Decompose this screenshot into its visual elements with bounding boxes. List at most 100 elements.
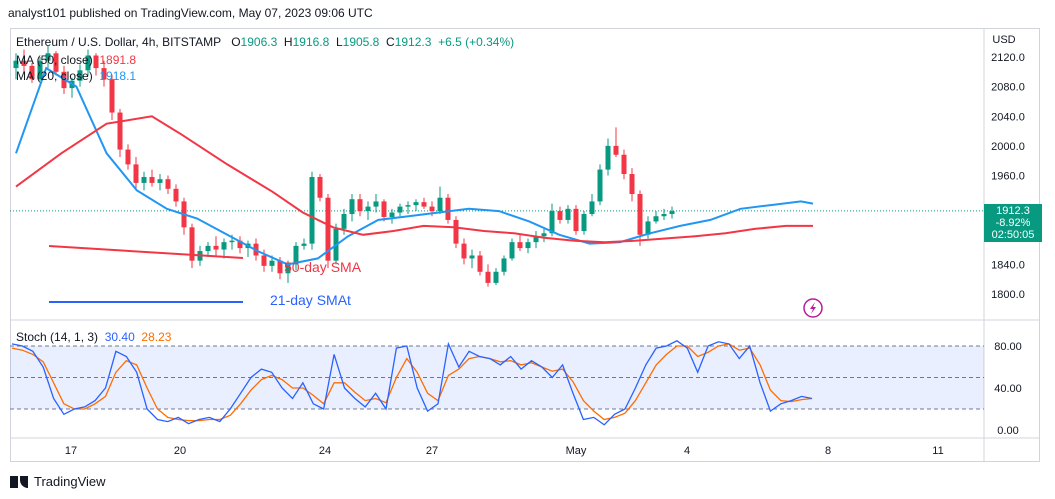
candle-2 — [29, 62, 35, 83]
candle-1 — [21, 49, 27, 72]
ma20-line — [15, 66, 814, 266]
time-tick-0: 17 — [65, 445, 77, 457]
candle-36 — [301, 238, 307, 250]
candle-16 — [141, 171, 147, 191]
price-tick-3: 2000.0 — [991, 141, 1025, 153]
candle-46 — [381, 199, 387, 222]
candle-58 — [477, 251, 483, 276]
ma50-value: 1891.8 — [99, 53, 137, 67]
ohlc-high: 1916.8 — [292, 35, 330, 49]
last-price-label: 1912.3 -8.92% 02:50:05 — [984, 204, 1042, 242]
chart-frame — [10, 28, 1040, 462]
candle-24 — [205, 242, 211, 257]
ma20-value: 1918.1 — [99, 69, 137, 83]
candle-68 — [557, 206, 563, 224]
candle-64 — [525, 238, 531, 254]
stoch-d-value: 28.23 — [141, 330, 172, 344]
candle-5 — [53, 51, 59, 76]
time-tick-3: 27 — [426, 445, 438, 457]
candle-29 — [245, 240, 251, 257]
stoch-band — [10, 346, 984, 409]
ma20-legend: MA (20, close) 1918.1 — [16, 69, 137, 83]
time-tick-4: May — [566, 445, 587, 457]
ma50-annotation-line — [48, 245, 244, 259]
candle-50 — [413, 199, 419, 212]
stoch-k-line — [11, 340, 813, 426]
candle-70 — [573, 205, 579, 235]
candle-51 — [421, 197, 427, 209]
price-tick-6: 1800.0 — [991, 289, 1025, 301]
candle-15 — [133, 156, 139, 191]
candle-19 — [165, 175, 171, 195]
candle-80 — [653, 211, 659, 224]
candle-45 — [373, 194, 379, 213]
candle-20 — [173, 184, 179, 207]
candle-77 — [629, 168, 635, 202]
candle-22 — [189, 223, 195, 269]
time-tick-2: 24 — [319, 445, 331, 457]
stoch-tick-0: 80.00 — [994, 341, 1022, 353]
candle-14 — [125, 144, 131, 170]
candle-53 — [437, 186, 443, 215]
candle-82 — [669, 206, 675, 219]
candle-8 — [77, 64, 83, 87]
candle-69 — [565, 205, 571, 224]
candle-9 — [85, 49, 91, 76]
candle-42 — [349, 194, 355, 222]
publisher-header: analyst101 published on TradingView.com,… — [8, 6, 373, 20]
ohlc-open: 1906.3 — [240, 35, 278, 49]
stoch-tick-2: 0.00 — [997, 425, 1018, 437]
ma50-legend: MA (50, close) 1891.8 — [16, 53, 137, 67]
candle-18 — [157, 174, 163, 191]
candle-71 — [581, 211, 587, 235]
price-tick-1: 2080.0 — [991, 82, 1025, 94]
candle-66 — [541, 228, 547, 243]
candle-57 — [469, 249, 475, 269]
ma50-annotation: 50-day SMA — [284, 259, 362, 275]
candle-65 — [533, 231, 539, 249]
candle-49 — [405, 201, 411, 215]
ma50-line — [15, 115, 813, 244]
candle-61 — [501, 255, 507, 276]
candle-38 — [317, 174, 323, 202]
candle-25 — [213, 236, 219, 256]
candle-37 — [309, 171, 315, 250]
flash-icon — [803, 298, 823, 318]
ohlc-close: 1912.3 — [394, 35, 432, 49]
stoch-legend: Stoch (14, 1, 3) 30.40 28.23 — [16, 330, 172, 344]
candle-60 — [493, 268, 499, 286]
tradingview-icon — [10, 475, 28, 488]
candle-55 — [453, 216, 459, 249]
tradingview-logo[interactable]: TradingView — [10, 474, 106, 489]
price-tick-0: 2120.0 — [991, 52, 1025, 64]
candle-26 — [221, 238, 227, 259]
ma21-annotation: 21-day SMAt — [270, 292, 351, 308]
price-tick-5: 1840.0 — [991, 259, 1025, 271]
candle-73 — [597, 164, 603, 206]
candle-62 — [509, 238, 515, 261]
candle-3 — [37, 57, 43, 81]
time-tick-6: 8 — [825, 445, 831, 457]
chart-title: Ethereum / U.S. Dollar, 4h, BITSTAMP — [16, 35, 222, 49]
candle-75 — [613, 127, 619, 157]
candle-21 — [181, 197, 187, 235]
candle-63 — [517, 234, 523, 252]
time-tick-7: 11 — [932, 445, 943, 457]
candle-10 — [93, 53, 99, 76]
stoch-k-value: 30.40 — [104, 330, 135, 344]
candle-76 — [621, 149, 627, 180]
price-tick-4: 1960.0 — [991, 171, 1025, 183]
candle-11 — [101, 60, 107, 87]
candle-81 — [661, 208, 667, 220]
currency-label: USD — [992, 34, 1015, 46]
price-tick-2: 2040.0 — [991, 111, 1025, 123]
candle-35 — [293, 242, 299, 271]
candle-4 — [45, 45, 51, 69]
stoch-tick-1: 40.00 — [994, 383, 1022, 395]
candle-17 — [149, 169, 155, 187]
candle-12 — [109, 74, 115, 120]
candle-74 — [605, 138, 611, 176]
candle-44 — [365, 201, 371, 220]
candle-47 — [389, 208, 395, 224]
